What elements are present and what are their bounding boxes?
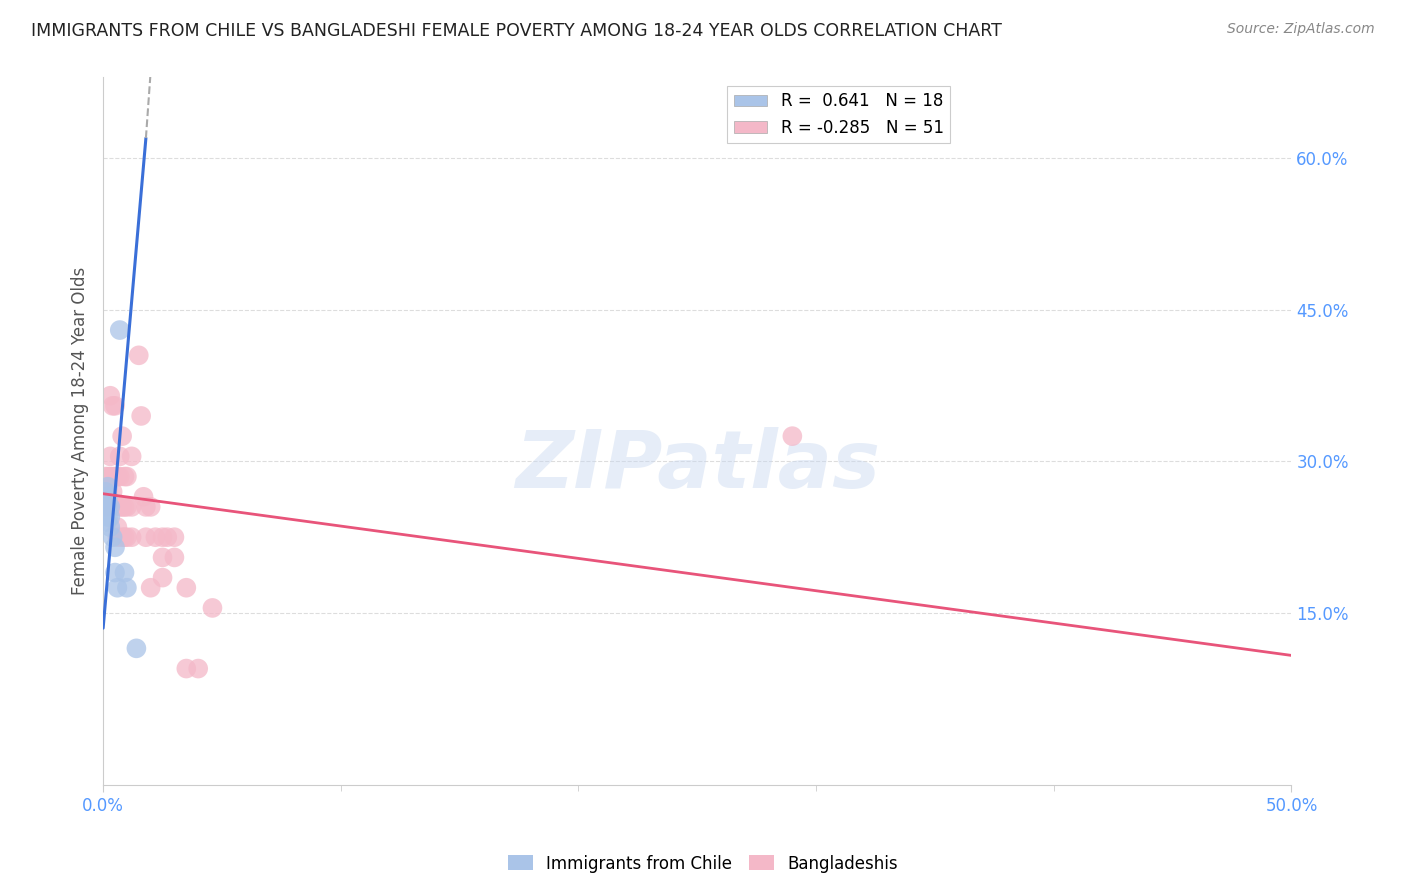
Point — [105, 520, 128, 534]
Point — [96, 515, 118, 529]
Point — [114, 500, 136, 514]
Point — [115, 581, 138, 595]
Point — [111, 530, 134, 544]
Point — [94, 484, 117, 499]
Text: ZIPatlas: ZIPatlas — [515, 427, 880, 506]
Point — [104, 541, 127, 555]
Point — [104, 399, 127, 413]
Point — [105, 530, 128, 544]
Point — [121, 450, 143, 464]
Point — [97, 469, 120, 483]
Legend: R =  0.641   N = 18, R = -0.285   N = 51: R = 0.641 N = 18, R = -0.285 N = 51 — [727, 86, 950, 144]
Point — [98, 510, 121, 524]
Point — [114, 566, 136, 580]
Point — [152, 571, 174, 585]
Point — [98, 520, 121, 534]
Point — [115, 500, 138, 514]
Point — [176, 581, 198, 595]
Point — [101, 469, 124, 483]
Point — [114, 469, 136, 483]
Point — [125, 641, 148, 656]
Y-axis label: Female Poverty Among 18-24 Year Olds: Female Poverty Among 18-24 Year Olds — [72, 267, 89, 595]
Point — [108, 450, 131, 464]
Text: Source: ZipAtlas.com: Source: ZipAtlas.com — [1227, 22, 1375, 37]
Point — [97, 490, 120, 504]
Point — [139, 500, 162, 514]
Point — [145, 530, 167, 544]
Point — [97, 484, 120, 499]
Point — [121, 530, 143, 544]
Point — [156, 530, 179, 544]
Text: IMMIGRANTS FROM CHILE VS BANGLADESHI FEMALE POVERTY AMONG 18-24 YEAR OLDS CORREL: IMMIGRANTS FROM CHILE VS BANGLADESHI FEM… — [31, 22, 1002, 40]
Point — [135, 530, 157, 544]
Point — [128, 348, 150, 362]
Point — [163, 550, 186, 565]
Point — [108, 323, 131, 337]
Point — [108, 469, 131, 483]
Point — [163, 530, 186, 544]
Legend: Immigrants from Chile, Bangladeshis: Immigrants from Chile, Bangladeshis — [502, 848, 904, 880]
Point — [105, 581, 128, 595]
Point — [104, 566, 127, 580]
Point — [104, 469, 127, 483]
Point — [108, 500, 131, 514]
Point — [121, 500, 143, 514]
Point — [782, 429, 804, 443]
Point — [132, 490, 155, 504]
Point — [115, 530, 138, 544]
Point — [139, 581, 162, 595]
Point — [98, 389, 121, 403]
Point — [111, 429, 134, 443]
Point — [111, 500, 134, 514]
Point — [97, 480, 120, 494]
Point — [135, 500, 157, 514]
Point — [98, 469, 121, 483]
Point — [101, 484, 124, 499]
Point — [94, 469, 117, 483]
Point — [129, 409, 152, 423]
Point — [97, 500, 120, 514]
Point — [152, 530, 174, 544]
Point — [97, 500, 120, 514]
Point — [97, 510, 120, 524]
Point — [187, 661, 209, 675]
Point — [94, 500, 117, 514]
Point — [98, 500, 121, 514]
Point — [114, 530, 136, 544]
Point — [101, 530, 124, 544]
Point — [101, 399, 124, 413]
Point — [94, 484, 117, 499]
Point — [94, 500, 117, 514]
Point — [152, 550, 174, 565]
Point — [176, 661, 198, 675]
Point — [105, 469, 128, 483]
Point — [98, 450, 121, 464]
Point — [115, 469, 138, 483]
Point — [201, 601, 224, 615]
